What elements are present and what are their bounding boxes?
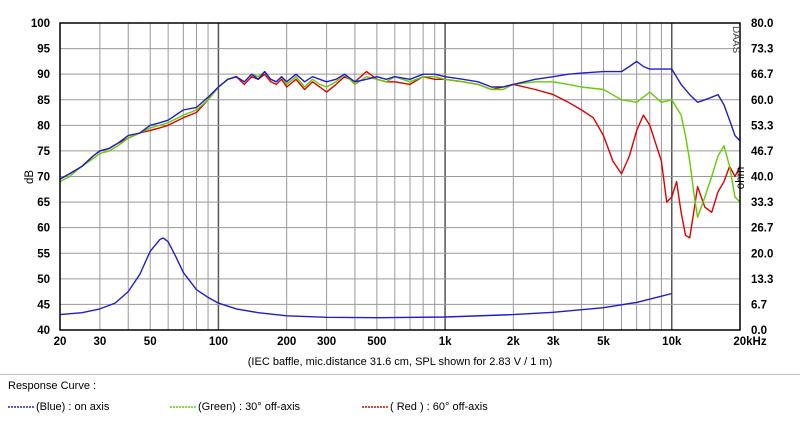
y-tick-label: 80	[37, 120, 50, 132]
series-line-3	[59, 237, 672, 319]
y2-tick-label: 80.0	[751, 18, 773, 30]
y-tick-label: 45	[37, 299, 50, 311]
legend-swatch-blue	[8, 406, 34, 408]
legend-swatch-green	[170, 406, 196, 408]
y2-tick-label: 26.7	[751, 223, 773, 235]
y-tick-label: 40	[37, 325, 50, 337]
series-line-2	[59, 70, 741, 239]
y-tick-label: 55	[37, 248, 50, 260]
x-tick-label: 50	[144, 336, 157, 348]
x-tick-label: 500	[367, 336, 386, 348]
y2-tick-label: 33.3	[751, 197, 773, 209]
y-tick-label: 100	[31, 18, 50, 30]
watermark: DAAS	[730, 26, 741, 54]
y2-tick-label: 53.3	[751, 120, 773, 132]
y2-tick-label: 73.3	[751, 44, 773, 56]
legend-title: Response Curve :	[8, 380, 97, 392]
x-tick-label: 200	[277, 336, 296, 348]
y-tick-label: 60	[37, 223, 50, 235]
x-tick-label: 3k	[547, 336, 560, 348]
y2-tick-label: 40.0	[751, 172, 773, 184]
legend-label-green: (Green) : 30° off-axis	[198, 401, 301, 413]
frequency-response-chart: 20 30 50 100 200 300 500 1k 2k 3k 5k 10k 20kHz 100 95 9…	[24, 18, 773, 348]
y-tick-label: 65	[37, 197, 50, 209]
y-tick-label: 50	[37, 274, 50, 286]
x-tick-label: 5k	[597, 336, 610, 348]
x-tick-label: 300	[317, 336, 336, 348]
y2-tick-label: 0.0	[751, 325, 767, 337]
legend-item-red: ( Red ) : 60° off-axis	[362, 401, 488, 413]
x-tick-label: 2k	[507, 336, 520, 348]
y-tick-label: 70	[37, 172, 50, 184]
x-tick-label: 10k	[662, 336, 682, 348]
legend-label-blue: (Blue) : on axis	[36, 401, 110, 413]
y2-tick-label: 46.7	[751, 146, 773, 158]
y-tick-label: 75	[37, 146, 50, 158]
legend-label-red: ( Red ) : 60° off-axis	[390, 401, 488, 413]
x-tick-label: 1k	[439, 336, 452, 348]
y2-tick-label: 20.0	[751, 248, 773, 260]
x-tick-label: 20kHz	[733, 336, 766, 348]
y-tick-label: 90	[37, 69, 50, 81]
y2-tick-label: 6.7	[751, 299, 767, 311]
x-tick-label: 20	[54, 336, 67, 348]
series-line-1	[59, 70, 741, 219]
y-tick-label: 85	[37, 95, 50, 107]
chart-caption: (IEC baffle, mic.distance 31.6 cm, SPL s…	[247, 356, 553, 368]
legend-item-blue: (Blue) : on axis	[8, 401, 109, 413]
y2-tick-label: 60.0	[751, 95, 773, 107]
y2-tick-label: 13.3	[751, 274, 773, 286]
y2-tick-label: 66.7	[751, 69, 773, 81]
axis-labels: 20 30 50 100 200 300 500 1k 2k 3k 5k 10k 20kHz 100 95 9…	[24, 18, 773, 348]
x-tick-label: 100	[209, 336, 228, 348]
legend-swatch-red	[362, 406, 388, 408]
legend-item-green: (Green) : 30° off-axis	[170, 401, 300, 413]
y-axis-label: dB	[24, 170, 36, 184]
series-line-0	[59, 60, 741, 180]
x-tick-label: 30	[94, 336, 107, 348]
y-tick-label: 95	[37, 44, 50, 56]
series-lines	[59, 60, 741, 319]
plot-frame	[59, 22, 741, 331]
y2-axis-label: ohm	[735, 167, 747, 189]
legend: Response Curve : (Blue) : on axis (Green…	[0, 374, 800, 425]
